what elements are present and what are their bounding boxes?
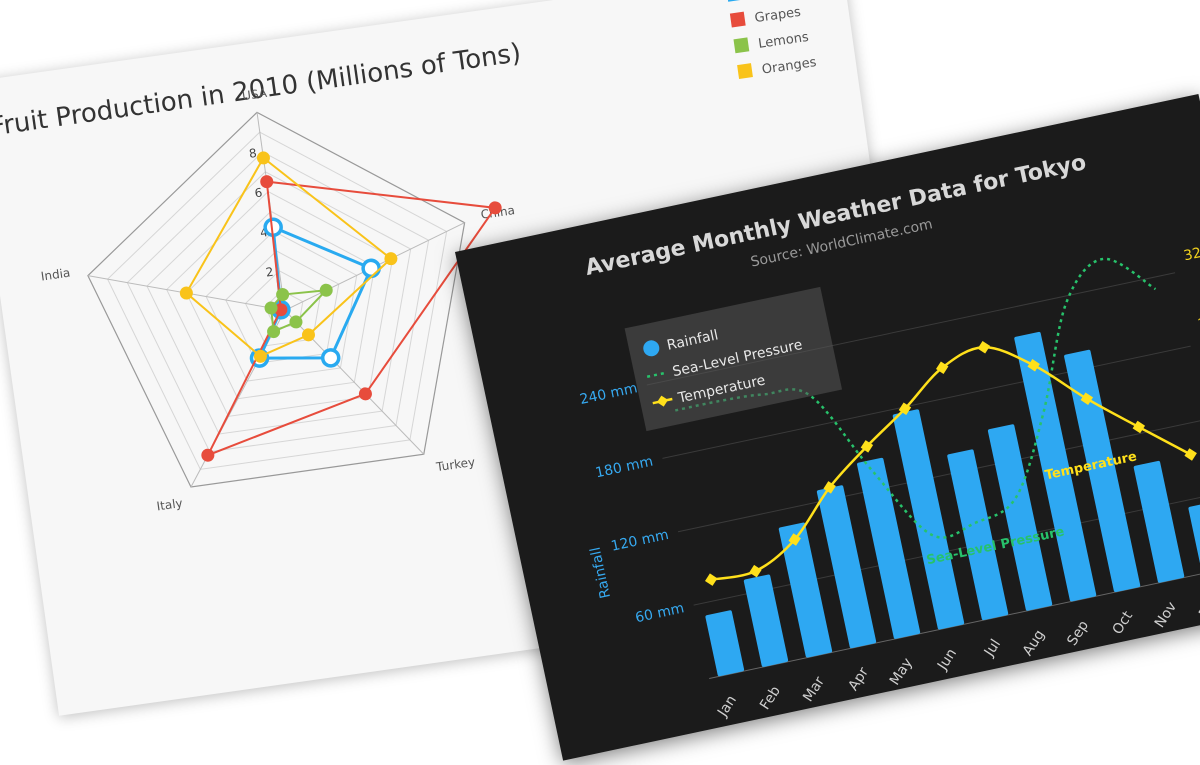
month-label: Nov xyxy=(1152,599,1180,631)
month-label: Sep xyxy=(1064,618,1092,649)
month-label: Feb xyxy=(757,683,784,713)
legend-swatch xyxy=(733,37,749,53)
radar-tick-label: 8 xyxy=(248,146,258,161)
legend-label: Lemons xyxy=(757,30,809,52)
radar-spoke xyxy=(285,294,424,471)
legend-swatch xyxy=(737,63,753,79)
month-label: Dec xyxy=(1196,590,1200,621)
month-label: Apr xyxy=(845,664,872,693)
radar-point xyxy=(201,448,216,463)
rainfall-bar xyxy=(705,610,744,677)
legend-label: Grapes xyxy=(754,5,802,26)
rainfall-bar xyxy=(778,522,832,658)
left-axis-tick: 60 mm xyxy=(634,600,686,626)
temperature-marker xyxy=(705,573,717,585)
temperature-marker xyxy=(978,341,990,353)
month-label: Jan xyxy=(714,693,740,721)
radar-category-label: Turkey xyxy=(434,455,476,474)
month-label: Oct xyxy=(1110,608,1137,637)
radar-point xyxy=(362,259,380,277)
temperature-marker xyxy=(749,565,761,577)
legend-label: Oranges xyxy=(761,55,818,78)
radar-tick-label: 6 xyxy=(254,185,264,200)
radar-point xyxy=(322,349,340,367)
legend-swatch xyxy=(730,12,746,28)
right-axis-tick: 32°C xyxy=(1182,241,1200,264)
month-label: Aug xyxy=(1020,627,1048,659)
left-axis-tick: 240 mm xyxy=(578,380,639,408)
radar-tick-label: 2 xyxy=(265,265,275,280)
radar-category-label: Italy xyxy=(156,496,184,513)
legend-swatch xyxy=(726,0,742,2)
left-axis-label: Rainfall xyxy=(588,546,614,600)
month-label: Mar xyxy=(800,674,828,705)
rainfall-bar xyxy=(1188,502,1200,574)
temperature-marker xyxy=(1184,448,1196,460)
temperature-marker xyxy=(1133,421,1145,433)
month-label: May xyxy=(887,655,916,688)
left-axis-tick: 180 mm xyxy=(594,454,655,482)
rainfall-bar xyxy=(743,574,788,667)
month-label: Jul xyxy=(981,637,1004,661)
radar-point xyxy=(259,174,274,189)
left-axis-tick: 120 mm xyxy=(610,527,671,555)
radar-category-label: India xyxy=(40,266,71,284)
month-label: Jun xyxy=(934,646,960,674)
rainfall-bar xyxy=(1133,461,1184,584)
